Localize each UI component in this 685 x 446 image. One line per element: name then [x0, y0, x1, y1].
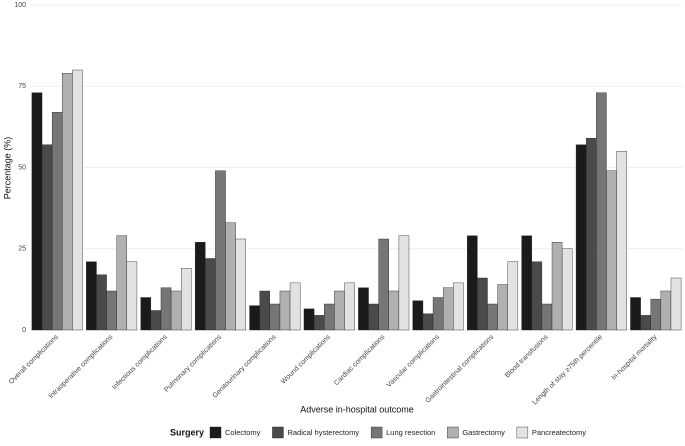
bar [31, 92, 43, 331]
bar [324, 303, 335, 331]
bar [160, 287, 172, 331]
legend-label: Radical hysterectomy [287, 428, 359, 437]
bar [630, 297, 641, 331]
bar [640, 315, 651, 331]
legend-label: Colectomy [225, 428, 261, 437]
bar [194, 242, 206, 331]
y-axis-title: Percentage (%) [2, 137, 12, 200]
bar [269, 303, 281, 331]
x-tick-label: Genitourinary complications [212, 333, 278, 399]
bar [334, 290, 345, 331]
bar [388, 290, 400, 331]
legend-swatch [447, 426, 459, 439]
bar [106, 290, 117, 331]
bar [650, 298, 662, 331]
bar [62, 73, 73, 331]
x-tick-label: Vascular complications [386, 333, 442, 389]
x-tick-label: Infectious complications [111, 333, 169, 391]
bar [453, 282, 464, 331]
bar [467, 235, 478, 331]
bar [126, 261, 138, 331]
y-tick-label: 25 [18, 246, 26, 253]
y-tick-label: 50 [18, 164, 26, 171]
bar [303, 308, 315, 331]
bar [170, 290, 182, 331]
bar [140, 297, 152, 331]
x-tick-label: Intraoperative complications [48, 333, 115, 400]
bar [289, 282, 301, 331]
x-axis-title: Adverse in-hospital outcome [300, 404, 414, 414]
bar [279, 290, 291, 331]
bar [422, 313, 434, 331]
bar [521, 235, 532, 331]
bar [616, 151, 627, 331]
bar [606, 170, 617, 331]
bar [531, 261, 543, 331]
x-tick-label: Cardiac complications [333, 333, 387, 387]
bar [398, 235, 410, 331]
x-tick-label: Pulmonary complications [163, 333, 223, 393]
bar [344, 282, 355, 331]
y-tick-label: 0 [22, 327, 26, 334]
bar [116, 235, 128, 331]
legend-label: Lung resection [386, 428, 435, 437]
bar [259, 290, 271, 331]
bar [72, 69, 83, 331]
bar [249, 305, 260, 331]
legend-title: Surgery [170, 427, 204, 437]
bar [181, 268, 192, 331]
y-tick-label: 75 [18, 83, 26, 90]
bar [575, 144, 587, 331]
bar [215, 170, 226, 331]
legend-swatch [370, 426, 383, 439]
bar [51, 112, 63, 331]
x-tick-label: Overall complications [8, 333, 60, 385]
bar [561, 248, 573, 331]
legend-swatch [516, 426, 529, 439]
bar [205, 258, 216, 331]
bar [442, 287, 454, 331]
bar [497, 284, 508, 331]
x-tick-label: Blood transfusions [504, 333, 550, 379]
bar [358, 287, 369, 331]
bar [368, 303, 379, 331]
bar [235, 238, 246, 331]
bar [41, 144, 53, 331]
bar [585, 138, 597, 331]
bar [432, 297, 444, 331]
legend-swatch [272, 426, 284, 439]
bar [412, 300, 424, 331]
bar [313, 315, 325, 331]
legend-label: Pancreatectomy [532, 428, 586, 437]
bar [541, 303, 553, 331]
bar [487, 303, 498, 331]
x-tick-label: Wound complications [280, 333, 332, 385]
bar [670, 277, 682, 331]
bar [378, 238, 389, 331]
y-tick-label: 100 [14, 2, 26, 9]
legend-label: Gastrectomy [462, 428, 505, 437]
legend-swatch [209, 426, 222, 439]
bar [507, 261, 519, 331]
bar [551, 242, 563, 331]
bar [96, 274, 107, 331]
bar [150, 310, 162, 331]
x-tick-label: In-hospital mortality [611, 333, 659, 381]
bar [596, 92, 607, 331]
bar [660, 290, 672, 331]
bar [477, 277, 488, 331]
bar [225, 222, 236, 331]
bar [86, 261, 97, 331]
